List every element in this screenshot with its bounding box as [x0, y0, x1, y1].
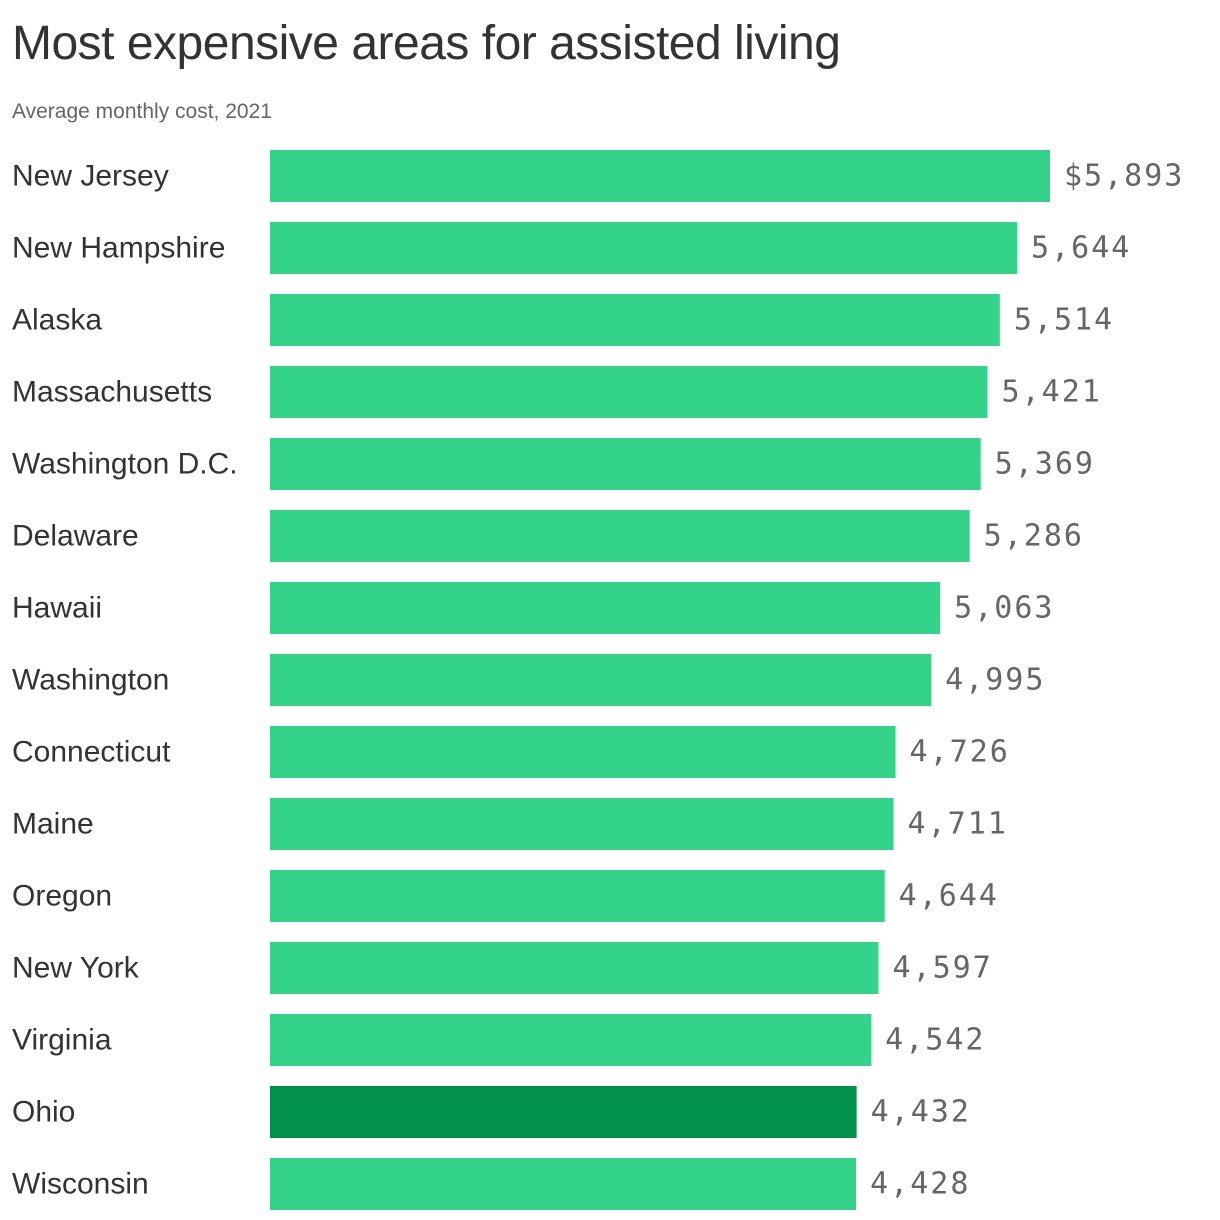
value-label: 4,995	[945, 663, 1045, 698]
chart-title: Most expensive areas for assisted living	[12, 17, 841, 70]
category-label: New Hampshire	[12, 232, 225, 265]
bar-row: New Hampshire 5,644	[12, 222, 1131, 274]
category-label: Maine	[12, 808, 94, 841]
value-label: 5,369	[995, 447, 1095, 482]
bar-row: Washington D.C. 5,369	[12, 438, 1095, 490]
category-label: Hawaii	[12, 592, 102, 625]
category-label: Connecticut	[12, 736, 171, 769]
value-label: 4,644	[899, 879, 999, 914]
bar-row: Delaware 5,286	[12, 510, 1084, 562]
bar	[270, 222, 1018, 274]
value-label: $5,893	[1064, 159, 1184, 194]
bar	[270, 942, 879, 994]
value-label: 4,428	[870, 1167, 970, 1202]
bar-row: Massachusetts 5,421	[12, 366, 1102, 418]
bar-row: Wisconsin 4,428	[12, 1158, 970, 1210]
value-label: 5,421	[1002, 375, 1102, 410]
value-label: 5,514	[1014, 303, 1114, 338]
value-label: 5,063	[954, 591, 1054, 626]
bar	[270, 798, 894, 850]
bar	[270, 582, 941, 634]
bar	[270, 438, 981, 490]
category-label: Washington D.C.	[12, 448, 238, 481]
value-label: 4,711	[908, 807, 1008, 842]
value-label: 4,597	[892, 951, 992, 986]
category-label: Wisconsin	[12, 1168, 149, 1201]
category-label: Massachusetts	[12, 376, 212, 409]
bar	[270, 654, 932, 706]
category-label: Oregon	[12, 880, 112, 913]
category-label: New Jersey	[12, 160, 169, 193]
value-label: 5,286	[984, 519, 1084, 554]
bar-row: Connecticut 4,726	[12, 726, 1010, 778]
category-label: Delaware	[12, 520, 139, 553]
bar-highlighted	[270, 1086, 857, 1138]
bar	[270, 870, 885, 922]
value-label: 4,542	[885, 1023, 985, 1058]
bar-row: Oregon 4,644	[12, 870, 999, 922]
bar	[270, 150, 1050, 202]
value-label: 4,726	[910, 735, 1010, 770]
bar-row: Washington 4,995	[12, 654, 1045, 706]
bar-row: Alaska 5,514	[12, 294, 1114, 346]
category-label: Alaska	[12, 304, 102, 337]
bar	[270, 366, 988, 418]
bar-row: Hawaii 5,063	[12, 582, 1054, 634]
bar-row: Maine 4,711	[12, 798, 1008, 850]
value-label: 4,432	[871, 1095, 971, 1130]
bar-row: New Jersey $5,893	[12, 150, 1184, 202]
chart-subtitle: Average monthly cost, 2021	[12, 100, 272, 123]
bar-row: New York 4,597	[12, 942, 992, 994]
value-label: 5,644	[1031, 231, 1131, 266]
bar	[270, 294, 1000, 346]
category-label: New York	[12, 952, 140, 985]
bar	[270, 1014, 872, 1066]
category-label: Ohio	[12, 1096, 75, 1129]
bar-row: Virginia 4,542	[12, 1014, 985, 1066]
bar	[270, 726, 896, 778]
bar	[270, 1158, 857, 1210]
bar-row: Ohio 4,432	[12, 1086, 971, 1138]
bar	[270, 510, 970, 562]
category-label: Washington	[12, 664, 169, 697]
category-label: Virginia	[12, 1024, 112, 1057]
